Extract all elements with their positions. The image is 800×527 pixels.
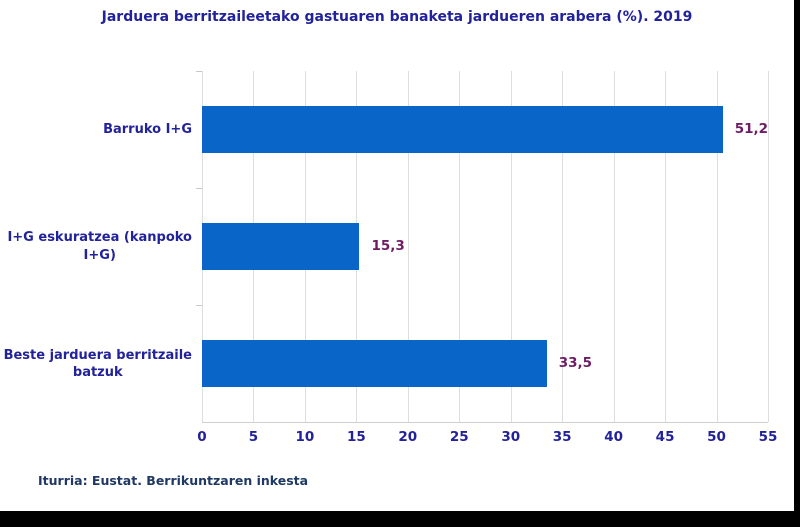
- bar-row: 15,3: [202, 188, 768, 305]
- x-axis-tick-label: 0: [197, 429, 207, 445]
- gridline: [459, 71, 461, 422]
- category-label-ig-eskuratzea: I+G eskuratzea (kanpoko I+G): [0, 188, 192, 305]
- bar-row: 33,5: [202, 305, 768, 422]
- category-label-line: batzuk: [72, 365, 123, 381]
- x-axis-tick-label: 20: [398, 429, 418, 445]
- x-axis-tick-label: 35: [552, 429, 572, 445]
- x-axis-tick-label: 25: [449, 429, 469, 445]
- gridline: [407, 71, 409, 422]
- x-axis-tick-label: 5: [248, 429, 259, 445]
- axis-tick: [196, 71, 202, 72]
- x-axis: 0 5 10 15 20 25 30 35 40 45 50 55: [197, 429, 777, 449]
- chart-title: Jarduera berritzaileetako gastuaren bana…: [101, 9, 693, 25]
- category-label-line: Barruko I+G: [103, 121, 192, 137]
- gridline: [665, 71, 667, 422]
- right-black-border: [794, 0, 800, 527]
- x-axis-tick-label: 10: [295, 429, 315, 445]
- bar-beste-jarduera: [202, 339, 547, 387]
- category-label-beste-jarduera: Beste jarduera berritzaile batzuk: [0, 306, 192, 423]
- data-label: 51,2: [734, 121, 768, 138]
- bar-ig-eskuratzea: [202, 222, 360, 270]
- x-axis-tick-label: 45: [655, 429, 675, 445]
- axis-tick: [196, 305, 202, 306]
- category-label-line: Beste jarduera berritzaile: [3, 347, 192, 363]
- plot-area: 51,2 15,3 33,5: [196, 71, 769, 423]
- bar-barruko-ig: [202, 105, 723, 153]
- gridline: [768, 71, 769, 422]
- gridline: [613, 71, 615, 422]
- x-axis-tick-label: 50: [707, 429, 726, 445]
- x-axis-tick-label: 55: [758, 429, 778, 445]
- data-label: 33,5: [558, 355, 593, 372]
- axis-tick: [196, 187, 202, 189]
- category-label-line: I+G): [83, 247, 116, 263]
- bar-row: 51,2: [202, 71, 768, 188]
- x-axis-tick-label: 40: [604, 429, 624, 445]
- source-note: Iturria: Eustat. Berrikuntzaren inkesta: [38, 473, 309, 488]
- bottom-black-border: [0, 511, 800, 527]
- gridline: [716, 71, 718, 422]
- data-label: 15,3: [371, 238, 405, 255]
- category-label-line: I+G eskuratzea (kanpoko: [7, 230, 192, 246]
- x-axis-tick-label: 15: [346, 429, 366, 445]
- gridline: [510, 71, 512, 422]
- gridline: [562, 71, 564, 422]
- category-label-barruko-ig: Barruko I+G: [0, 71, 192, 188]
- x-axis-tick-label: 30: [501, 429, 521, 445]
- category-axis: Barruko I+G I+G eskuratzea (kanpoko I+G)…: [0, 71, 192, 423]
